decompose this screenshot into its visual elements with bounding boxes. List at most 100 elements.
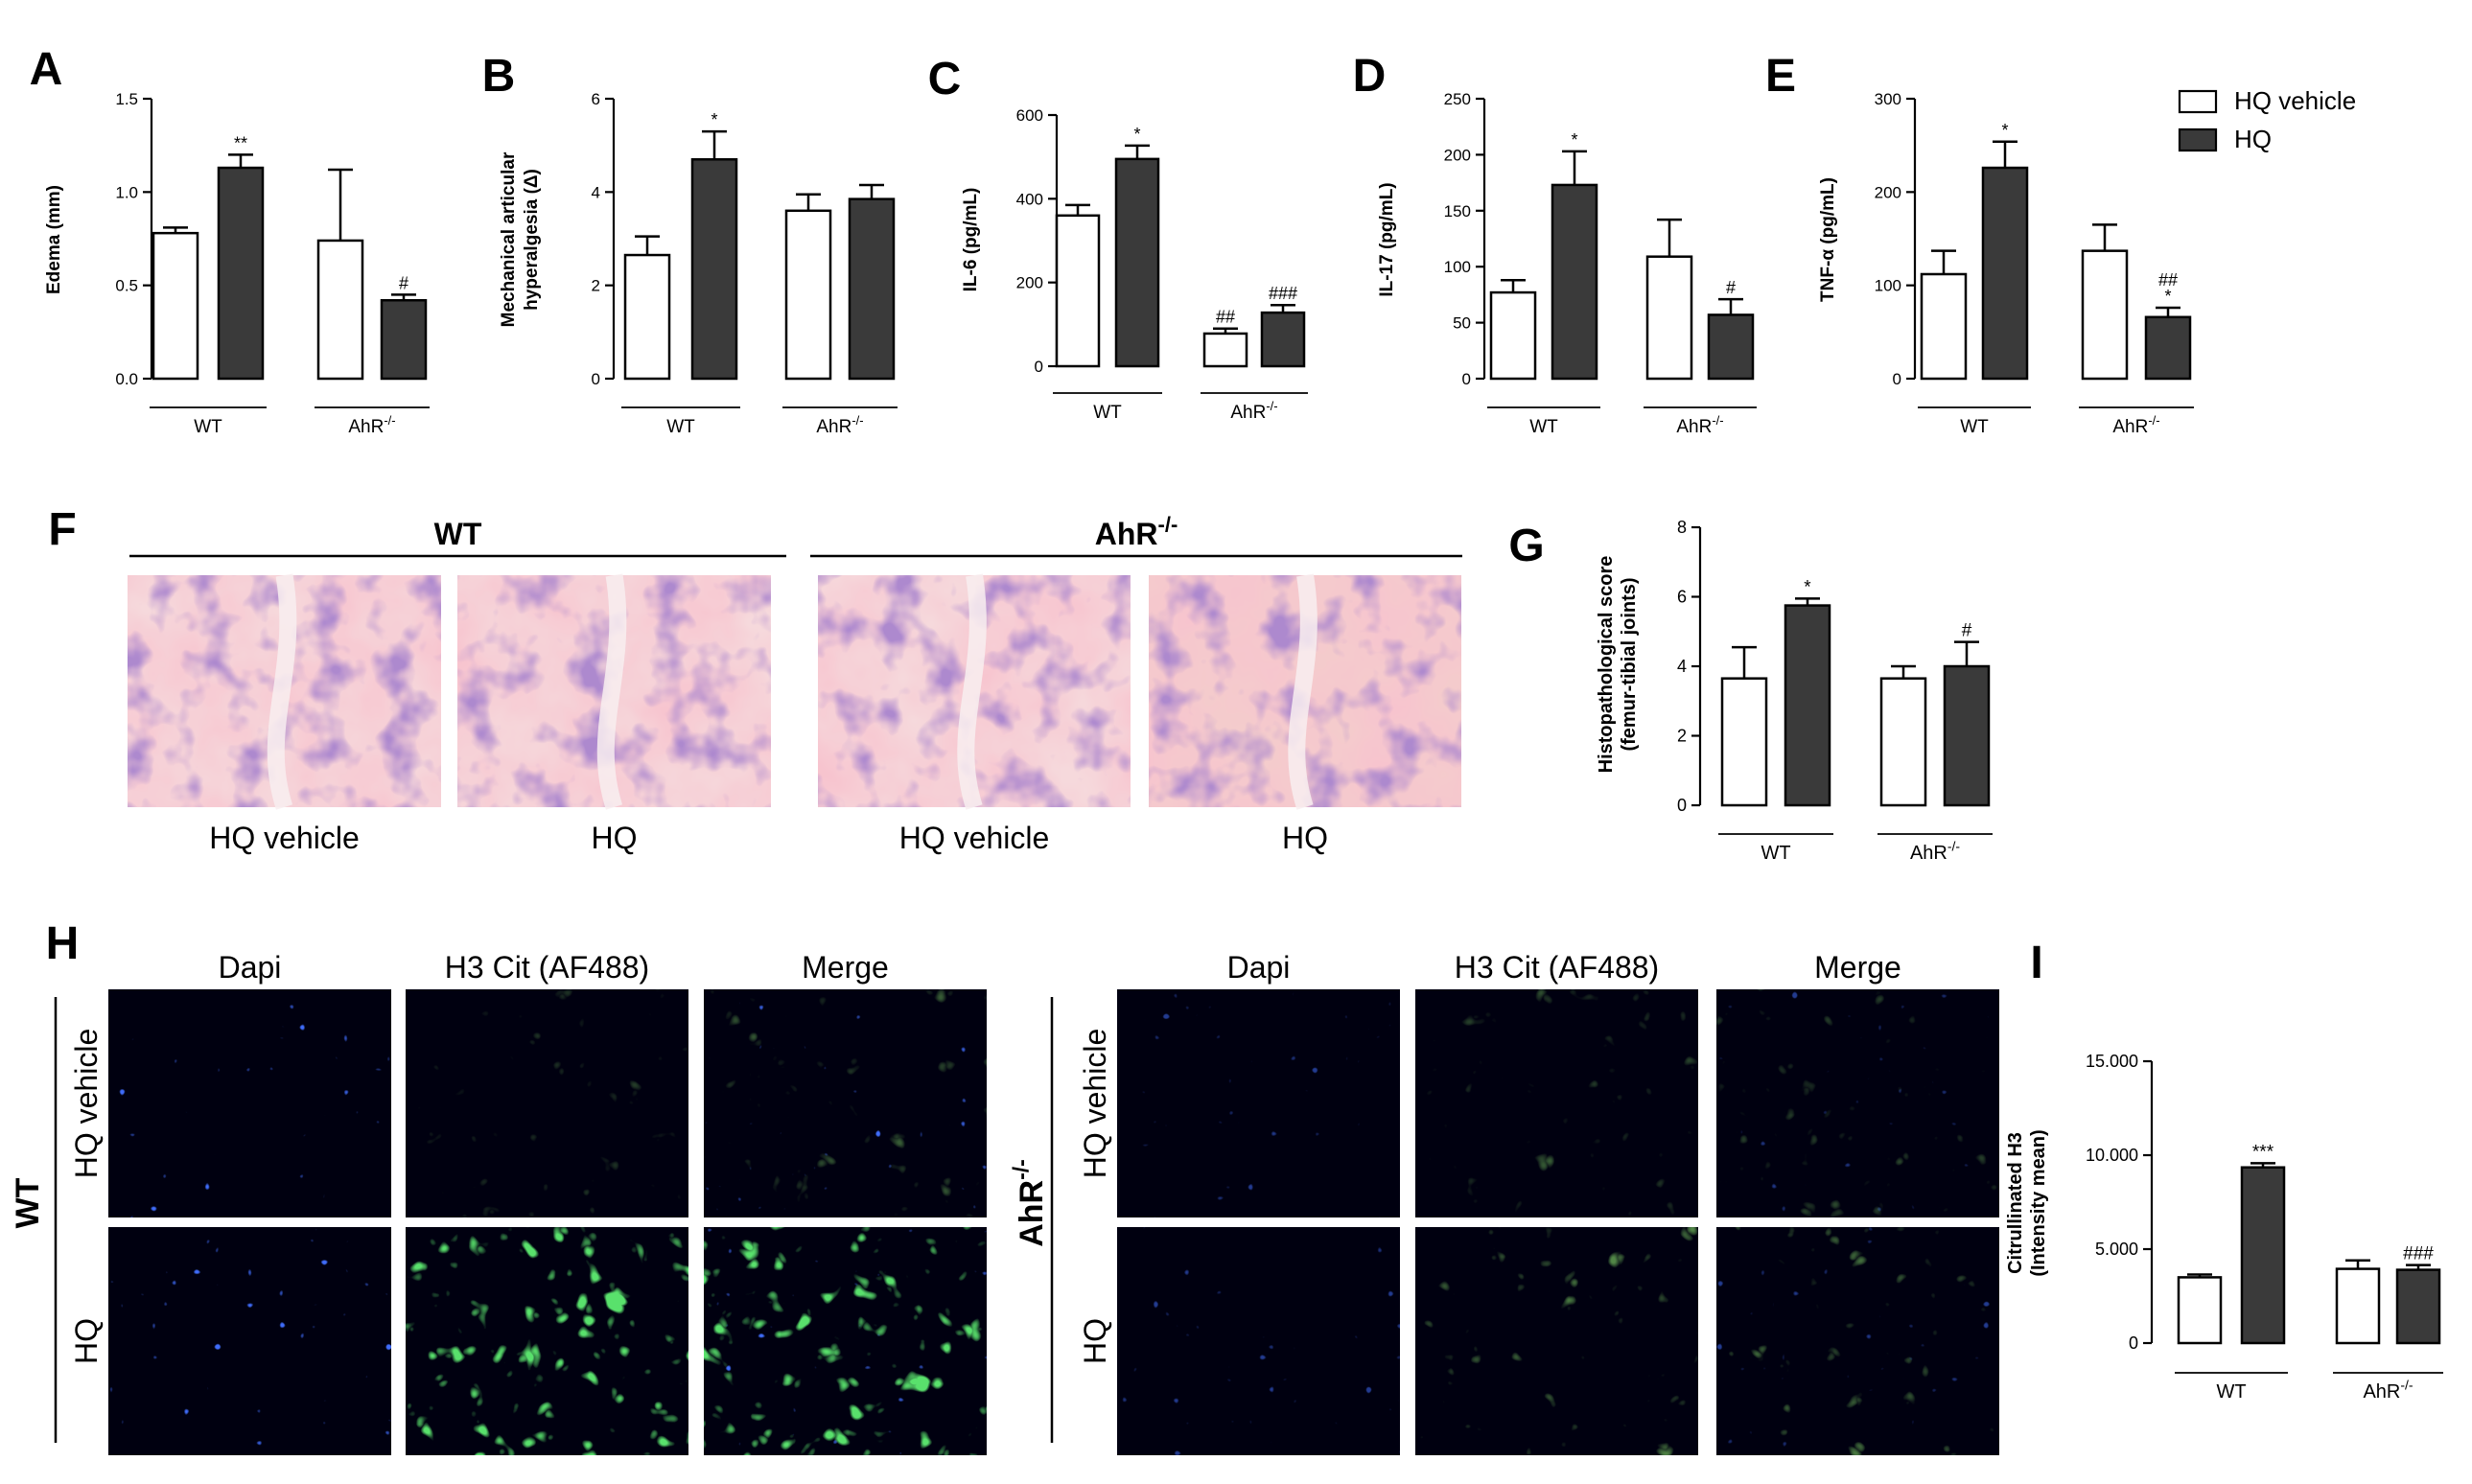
bar-vehicle bbox=[1645, 255, 1693, 381]
dapi-signal bbox=[108, 1227, 391, 1455]
group-label: AhR-/- bbox=[1676, 413, 1723, 437]
micrograph-image bbox=[704, 989, 987, 1217]
histology-caption: HQ vehicle bbox=[899, 821, 1050, 855]
y-axis-label: Mechanical articular bbox=[499, 151, 519, 327]
dapi-signal bbox=[1117, 1227, 1400, 1455]
bar-vehicle bbox=[1055, 214, 1101, 368]
bar-hq bbox=[1981, 166, 2029, 381]
micrograph-panel: H Dapi H3 Cit (AF488) Merge WT HQ vehicle HQ Da… bbox=[10, 918, 1999, 1455]
micrograph-column-label: H3 Cit (AF488) bbox=[445, 950, 649, 985]
y-tick-label: 0 bbox=[1677, 796, 1687, 815]
panel-label: F bbox=[48, 504, 76, 555]
micrograph-image bbox=[1117, 989, 1400, 1217]
significance-mark: * bbox=[1133, 125, 1140, 144]
legend-swatch bbox=[2178, 128, 2218, 152]
legend-label: HQ vehicle bbox=[2234, 86, 2356, 115]
bar-hq bbox=[1551, 183, 1598, 381]
panel-label: C bbox=[928, 54, 962, 104]
bar-hq bbox=[1707, 313, 1755, 381]
y-tick-label: 150 bbox=[1444, 202, 1471, 220]
group-label: WT bbox=[194, 417, 222, 437]
micrograph-column-label: Dapi bbox=[1227, 950, 1291, 985]
micrograph-row-label: HQ vehicle bbox=[1078, 1029, 1112, 1179]
y-tick-label: 8 bbox=[1677, 518, 1687, 537]
group-label: WT bbox=[1093, 403, 1122, 423]
histology-group-title: AhR-/- bbox=[1095, 513, 1178, 551]
y-tick-label: 0 bbox=[1035, 358, 1043, 376]
y-tick-label: 2 bbox=[1677, 727, 1687, 746]
histology-image bbox=[128, 573, 441, 810]
y-tick-label: 400 bbox=[1016, 190, 1043, 208]
micrograph-image bbox=[406, 1227, 688, 1455]
significance-mark: # bbox=[1726, 278, 1736, 297]
group-label: AhR-/- bbox=[2363, 1378, 2413, 1403]
histology-image bbox=[818, 573, 1131, 810]
legend: HQ vehicle HQ bbox=[2178, 86, 2356, 153]
bar-vehicle bbox=[1202, 332, 1248, 368]
y-axis-label: (Intensity mean) bbox=[2028, 1129, 2049, 1276]
micrograph-column-label: H3 Cit (AF488) bbox=[1455, 950, 1659, 985]
significance-mark: * bbox=[2164, 287, 2171, 306]
y-tick-label: 0.0 bbox=[115, 370, 138, 388]
significance-mark: # bbox=[399, 273, 408, 292]
bar-hq bbox=[1114, 157, 1160, 368]
significance-mark: ### bbox=[1269, 284, 1297, 303]
micrograph-image bbox=[704, 1227, 987, 1455]
group-label: AhR-/- bbox=[348, 413, 395, 437]
y-tick-label: 10.000 bbox=[2086, 1146, 2138, 1165]
histology-group-title: WT bbox=[434, 517, 482, 551]
micrograph-image bbox=[1415, 989, 1698, 1217]
panel-label: B bbox=[482, 51, 516, 102]
group-label: AhR-/- bbox=[1910, 839, 1960, 864]
micrograph-image bbox=[1415, 1227, 1698, 1455]
joint-space bbox=[957, 573, 987, 810]
micrograph-image bbox=[1117, 1227, 1400, 1455]
y-tick-label: 0 bbox=[2129, 1333, 2138, 1353]
bar-vehicle bbox=[2335, 1267, 2381, 1345]
significance-mark: ### bbox=[2403, 1244, 2434, 1264]
af488-signal bbox=[406, 989, 688, 1217]
y-tick-label: 600 bbox=[1016, 106, 1043, 125]
y-axis-label: TNF-α (pg/mL) bbox=[1818, 177, 1838, 302]
chart-c: 0 200 400 600 ## * ### WT AhR-/- IL-6 (pg/mL) C bbox=[928, 54, 1308, 423]
af488-signal bbox=[406, 1227, 688, 1455]
y-axis-label: hyperalgesia (Δ) bbox=[522, 169, 542, 311]
group-label: WT bbox=[1761, 843, 1790, 864]
significance-mark: * bbox=[711, 110, 717, 129]
y-tick-label: 300 bbox=[1875, 90, 1901, 108]
significance-mark: * bbox=[1571, 130, 1577, 150]
micrograph-row-label: HQ bbox=[69, 1318, 104, 1364]
bar-vehicle bbox=[1879, 677, 1927, 807]
micrograph-image bbox=[1716, 989, 1999, 1217]
significance-mark: ** bbox=[234, 133, 247, 152]
y-axis-label: (femur-tibial joints) bbox=[1619, 577, 1640, 751]
y-tick-label: 0.5 bbox=[115, 277, 138, 295]
histology-panel: F WT AhR-/- HQ vehicle HQ HQ vehicle HQ bbox=[48, 504, 1462, 855]
bar-vehicle bbox=[152, 231, 199, 381]
bar-vehicle bbox=[316, 239, 364, 381]
micrograph-column-label: Merge bbox=[802, 950, 889, 985]
bar-vehicle bbox=[623, 253, 671, 381]
bar-vehicle bbox=[1720, 677, 1768, 807]
bar-hq bbox=[1784, 604, 1831, 807]
group-label: WT bbox=[666, 417, 695, 437]
significance-mark: ## bbox=[1216, 308, 1235, 327]
y-tick-label: 250 bbox=[1444, 90, 1471, 108]
af488-signal bbox=[1415, 1227, 1698, 1455]
micrograph-image bbox=[406, 989, 688, 1217]
y-tick-label: 200 bbox=[1444, 146, 1471, 164]
joint-space bbox=[1288, 573, 1318, 810]
dapi-signal bbox=[1117, 989, 1400, 1217]
y-tick-label: 1.0 bbox=[115, 183, 138, 201]
chart-b: 0 2 4 6 * WT AhR-/- Mechanical articular hyperal… bbox=[482, 51, 898, 437]
y-tick-label: 50 bbox=[1453, 314, 1471, 333]
af488-signal bbox=[1716, 989, 1999, 1217]
panel-label: H bbox=[46, 918, 80, 969]
histology-image bbox=[1149, 573, 1461, 810]
bar-hq bbox=[848, 197, 896, 381]
histology-caption: HQ bbox=[1282, 821, 1328, 855]
legend-swatch bbox=[2178, 89, 2218, 114]
bar-hq bbox=[2144, 315, 2192, 381]
panel-label: I bbox=[2030, 938, 2042, 988]
micrograph-row-label: HQ bbox=[1078, 1318, 1112, 1364]
